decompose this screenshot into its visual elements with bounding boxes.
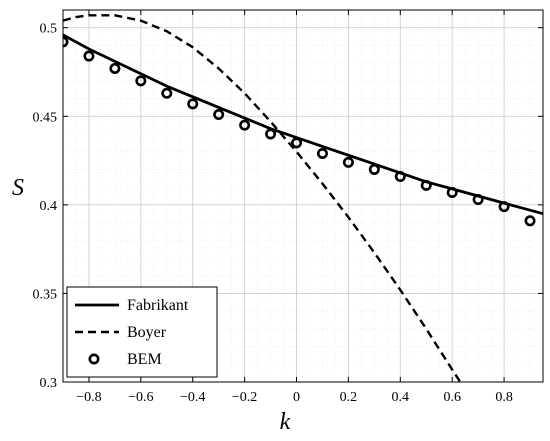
bem-point xyxy=(420,179,432,191)
bem-point xyxy=(161,87,173,99)
legend-label-fabrikant: Fabrikant xyxy=(127,297,189,314)
bem-point xyxy=(291,137,303,149)
x-tick-label: 0 xyxy=(293,390,300,405)
y-tick-label: 0.3 xyxy=(40,376,58,391)
bem-point xyxy=(342,156,354,168)
fabrikant-line xyxy=(63,33,543,216)
x-tick-label: 0.2 xyxy=(340,390,358,405)
y-tick-label: 0.35 xyxy=(33,287,58,302)
bem-point xyxy=(239,119,251,131)
plot-frame xyxy=(62,9,544,383)
y-tick-label: 0.5 xyxy=(40,22,58,37)
bem-point xyxy=(498,201,510,213)
bem-point xyxy=(213,109,225,121)
x-tick-label: −0.8 xyxy=(76,390,101,405)
x-tick-label: 0.4 xyxy=(392,390,410,405)
bem-point xyxy=(187,98,199,110)
ticks: −0.8 −0.6 −0.4 −0.2 0 0.2 0.4 0.6 0.8 0.3 0.35 0.4 0… xyxy=(33,10,543,405)
legend-marker-bem xyxy=(88,353,100,365)
x-tick-label: −0.2 xyxy=(232,390,257,405)
bem-point xyxy=(265,128,277,140)
legend-label-bem: BEM xyxy=(127,351,162,368)
boyer-line xyxy=(63,14,462,382)
legend: Fabrikant Boyer BEM xyxy=(66,286,218,378)
bem-point xyxy=(472,194,484,206)
bem-point xyxy=(109,62,121,74)
legend-label-boyer: Boyer xyxy=(127,324,167,341)
x-tick-label: −0.4 xyxy=(180,390,205,405)
bem-point xyxy=(394,171,406,183)
series-layer xyxy=(63,14,543,382)
x-tick-label: 0.6 xyxy=(443,390,461,405)
y-tick-label: 0.45 xyxy=(33,110,58,125)
y-tick-label: 0.4 xyxy=(40,199,58,214)
bem-point xyxy=(83,50,95,62)
x-axis-label: k xyxy=(280,409,291,435)
bem-point xyxy=(135,75,147,87)
bem-point xyxy=(63,36,69,48)
bem-point xyxy=(524,215,536,227)
bem-point xyxy=(446,186,458,198)
x-tick-label: −0.6 xyxy=(128,390,153,405)
y-axis-label: S xyxy=(12,175,24,201)
bem-point xyxy=(368,163,380,175)
x-tick-label: 0.8 xyxy=(495,390,513,405)
bem-point xyxy=(316,147,328,159)
